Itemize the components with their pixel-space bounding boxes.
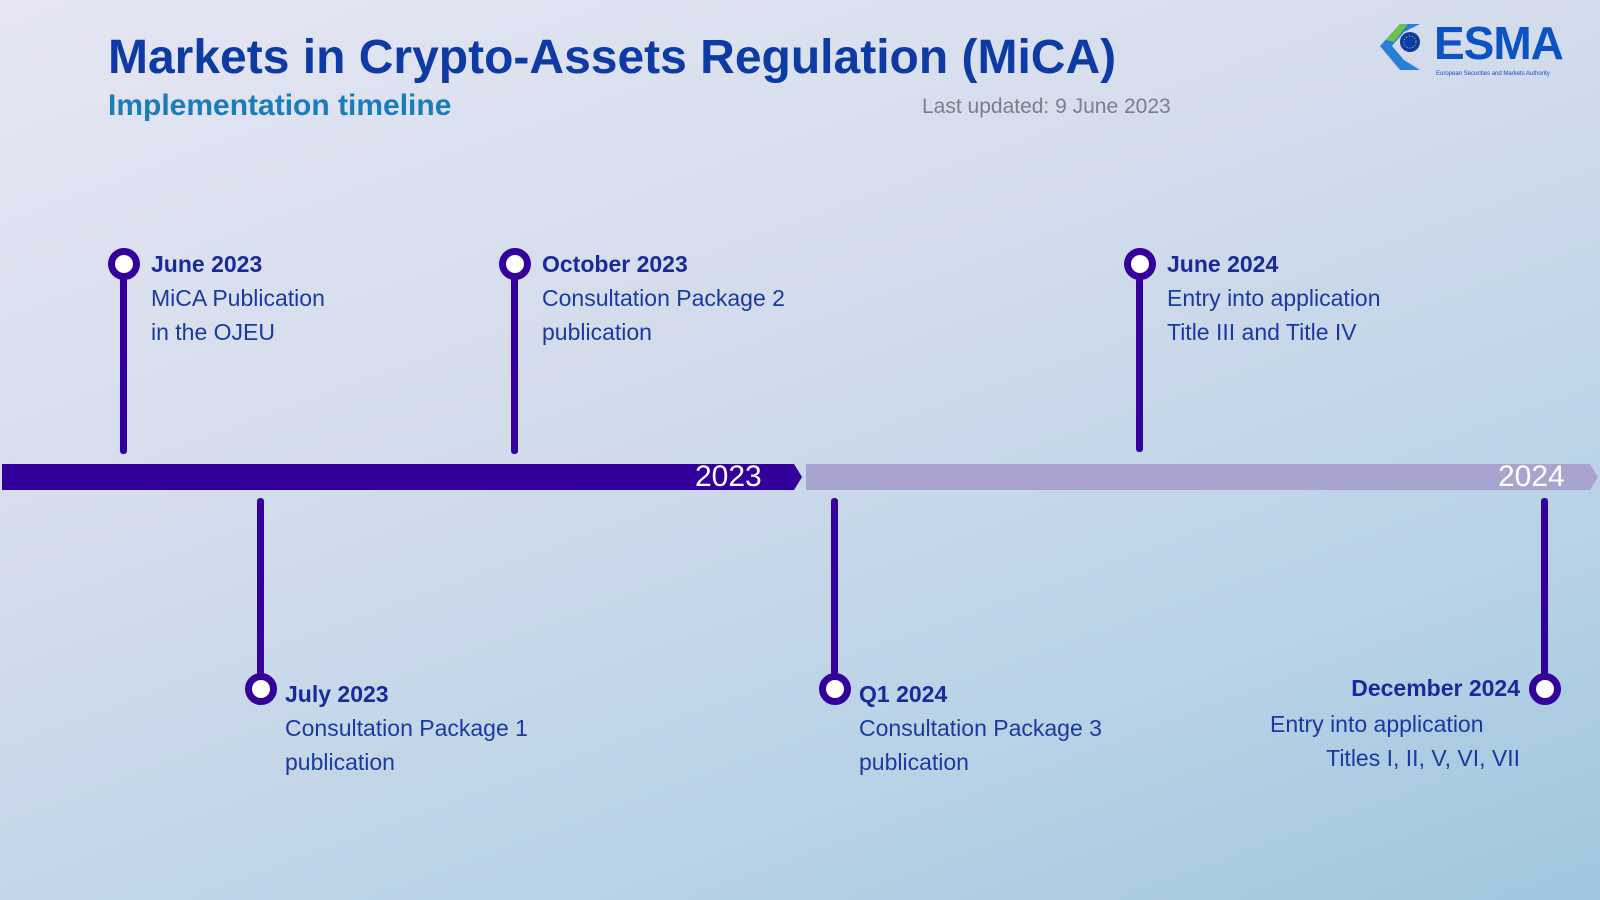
esma-logo: ESMA European Securities and Markets Aut…: [1378, 20, 1588, 86]
page-title: Markets in Crypto-Assets Regulation (MiC…: [108, 31, 1117, 84]
event-q1-2024: Q1 2024 Consultation Package 3 publication: [859, 677, 1102, 779]
event-marker: [499, 248, 531, 280]
event-stem: [257, 498, 264, 680]
event-marker: [245, 673, 277, 705]
event-desc: Consultation Package 3: [859, 715, 1102, 741]
event-desc: in the OJEU: [151, 319, 275, 345]
event-marker: [1529, 673, 1561, 705]
event-desc: publication: [859, 749, 969, 775]
esma-emblem-icon: [1380, 24, 1420, 70]
event-date: June 2023: [151, 251, 263, 277]
event-july-2023: July 2023 Consultation Package 1 publicati…: [285, 677, 528, 779]
event-june-2023: June 2023 MiCA Publication in the OJEU: [151, 247, 325, 349]
page-subtitle: Implementation timeline: [108, 89, 452, 122]
event-stem: [120, 270, 127, 454]
event-date: July 2023: [285, 681, 389, 707]
event-desc: Titles I, II, V, VI, VII: [1326, 745, 1520, 771]
event-desc: MiCA Publication: [151, 285, 325, 311]
event-stem: [511, 270, 518, 454]
event-desc: Consultation Package 1: [285, 715, 528, 741]
year-bar-2024: [806, 464, 1598, 490]
event-desc: Entry into application: [1167, 285, 1381, 311]
event-stem: [1541, 498, 1548, 680]
year-bar-2023: [2, 464, 802, 490]
event-stem: [1136, 270, 1143, 452]
logo-text: ESMA: [1434, 17, 1564, 69]
event-june-2024: June 2024 Entry into application Title III…: [1167, 247, 1381, 349]
event-stem: [831, 498, 838, 680]
event-october-2023: October 2023 Consultation Package 2 public…: [542, 247, 785, 349]
event-marker: [108, 248, 140, 280]
event-desc: Entry into application: [1270, 711, 1484, 737]
year-label-2023: 2023: [695, 460, 762, 493]
event-desc: publication: [542, 319, 652, 345]
last-updated: Last updated: 9 June 2023: [922, 95, 1171, 118]
event-december-2024: December 2024 Entry into application Tit…: [1270, 671, 1520, 775]
event-desc: publication: [285, 749, 395, 775]
event-desc: Title III and Title IV: [1167, 319, 1357, 345]
event-date: June 2024: [1167, 251, 1279, 277]
event-marker: [819, 673, 851, 705]
event-date: December 2024: [1351, 675, 1520, 701]
year-label-2024: 2024: [1498, 460, 1565, 493]
event-desc: Consultation Package 2: [542, 285, 785, 311]
event-marker: [1124, 248, 1156, 280]
event-date: October 2023: [542, 251, 688, 277]
event-date: Q1 2024: [859, 681, 948, 707]
logo-tagline: European Securities and Markets Authorit…: [1436, 71, 1550, 77]
